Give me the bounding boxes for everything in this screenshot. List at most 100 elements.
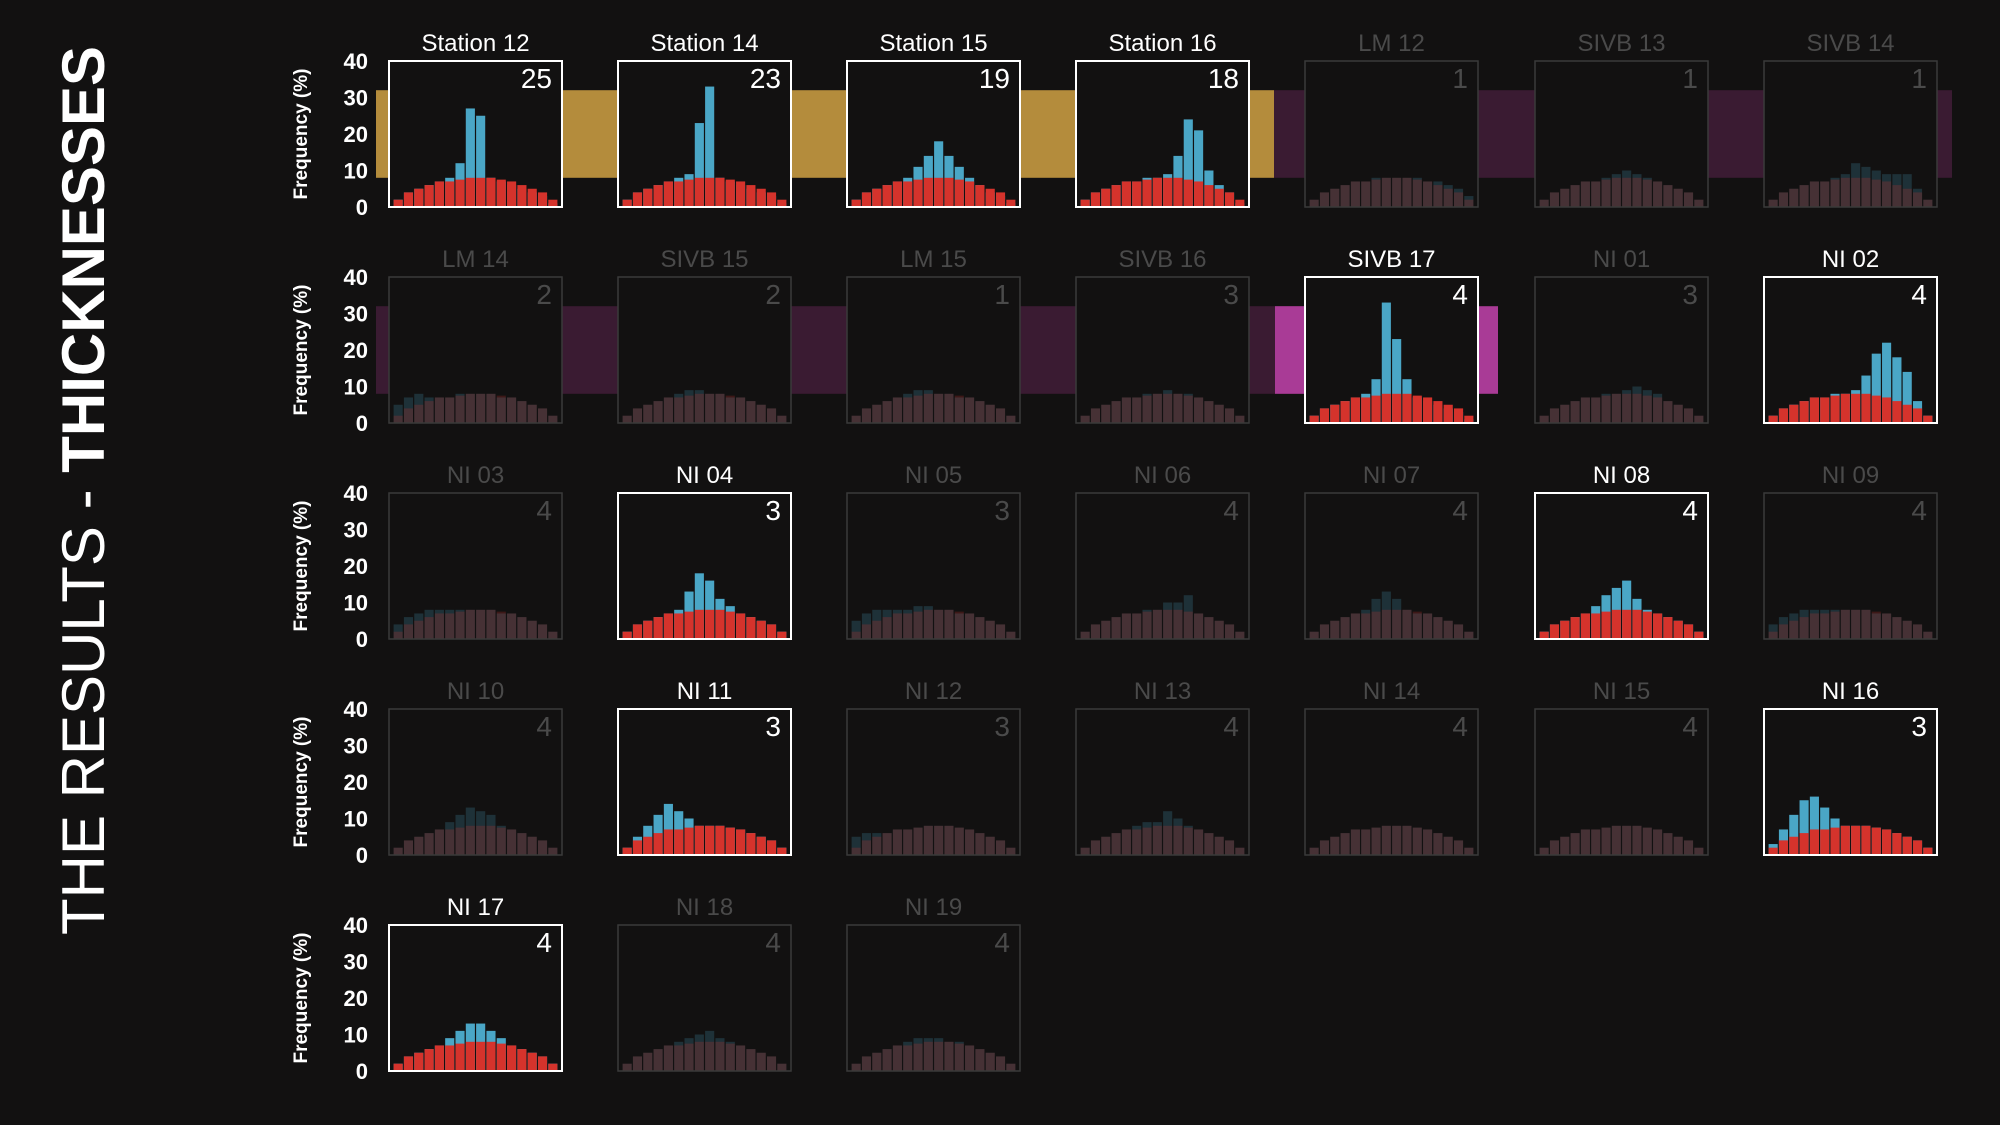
bar-blue — [756, 404, 766, 423]
bar-red — [756, 836, 766, 855]
panel-background — [1764, 493, 1937, 639]
bar-red — [1923, 415, 1933, 423]
bar-blue — [1560, 404, 1570, 423]
bar-red — [1101, 404, 1111, 423]
bar-blue — [1443, 185, 1453, 207]
bar-blue — [1340, 833, 1350, 855]
y-axis-label: Frequency (%) — [291, 501, 312, 632]
bar-red — [663, 397, 673, 423]
bar-red — [1560, 620, 1570, 639]
bar-blue — [1673, 404, 1683, 423]
bar-blue — [1799, 800, 1809, 855]
bar-red — [1570, 185, 1580, 207]
bar-blue — [1371, 177, 1381, 207]
bar-blue — [1183, 119, 1193, 207]
panel-title: NI 10 — [447, 678, 504, 705]
bar-blue — [1330, 620, 1340, 639]
bar-blue — [1214, 404, 1224, 423]
bar-red — [1642, 827, 1652, 855]
bar-red — [1319, 840, 1330, 855]
bar-red — [1683, 408, 1694, 423]
bar-red — [985, 404, 995, 423]
panel-frame — [1763, 60, 1938, 208]
bar-red — [1809, 613, 1819, 639]
bar-blue — [934, 141, 944, 207]
histogram-panel: SIVB 15 2 — [617, 246, 792, 424]
bar-blue — [1570, 401, 1580, 423]
bar-red — [1402, 393, 1412, 423]
bar-red — [1902, 404, 1912, 423]
bar-red — [1768, 631, 1778, 639]
bar-blue — [1871, 613, 1881, 639]
histogram-panel: NI 18 4 — [617, 894, 792, 1072]
bar-blue — [985, 1052, 995, 1071]
bar-red — [1820, 829, 1830, 855]
bar-blue — [1381, 302, 1391, 423]
panel-count: 3 — [994, 711, 1010, 742]
bar-blue — [694, 1034, 704, 1071]
bar-blue — [1309, 631, 1319, 639]
bar-blue — [882, 401, 892, 423]
histogram-panel: LM 12 1 — [1304, 30, 1479, 208]
bar-blue — [923, 390, 933, 423]
y-axis-label: Frequency (%) — [291, 933, 312, 1064]
bar-red — [414, 1052, 424, 1071]
bar-blue — [985, 836, 995, 855]
bar-red — [903, 829, 913, 855]
bar-red — [1224, 840, 1235, 855]
bar-red — [756, 1052, 766, 1071]
bar-blue — [934, 1038, 944, 1071]
panel-frame — [1534, 276, 1709, 424]
panel-title: LM 14 — [442, 246, 509, 273]
bar-red — [756, 404, 766, 423]
bar-red — [1591, 181, 1601, 207]
bar-red — [1101, 188, 1111, 207]
bar-blue — [1840, 174, 1850, 207]
chart-row: Frequency (%) 0 10 20 30 40 NI 10 4 NI 11 3 NI 12 3… — [291, 678, 1938, 868]
bar-blue — [995, 840, 1006, 855]
bar-red — [851, 631, 861, 639]
bar-blue — [736, 397, 746, 423]
bar-red — [1683, 840, 1694, 855]
bar-red — [1121, 181, 1131, 207]
bar-blue — [1214, 620, 1224, 639]
bar-red — [537, 1056, 548, 1071]
bar-red — [995, 408, 1006, 423]
bar-red — [1694, 631, 1704, 639]
bar-red — [1663, 185, 1673, 207]
bar-red — [766, 192, 777, 207]
bar-blue — [1778, 617, 1789, 639]
bar-red — [527, 404, 537, 423]
bar-red — [663, 1045, 673, 1071]
bar-blue — [851, 620, 861, 639]
bar-red — [1361, 397, 1371, 423]
bar-blue — [1851, 609, 1861, 639]
bar-red — [913, 395, 923, 423]
bar-blue — [1622, 390, 1632, 423]
bar-red — [923, 1041, 933, 1071]
bar-blue — [1132, 613, 1142, 639]
panel-count: 19 — [979, 63, 1010, 94]
bar-blue — [403, 397, 414, 423]
bar-blue — [1549, 192, 1560, 207]
bar-red — [944, 1041, 954, 1071]
bar-red — [736, 397, 746, 423]
bar-red — [1423, 397, 1433, 423]
bar-blue — [663, 397, 673, 423]
panel-title: NI 16 — [1822, 678, 1879, 705]
bar-blue — [1570, 185, 1580, 207]
bar-red — [1799, 617, 1809, 639]
bar-blue — [1789, 613, 1799, 639]
panel-frame — [388, 60, 563, 208]
y-tick-label: 0 — [356, 411, 368, 436]
bar-blue — [1173, 818, 1183, 855]
bar-blue — [1653, 393, 1663, 423]
bar-blue — [486, 393, 496, 423]
bar-blue — [476, 115, 486, 207]
bar-blue — [1381, 177, 1391, 207]
bar-red — [393, 199, 403, 207]
bar-red — [1183, 827, 1193, 855]
histogram-panel: Station 16 18 — [1075, 30, 1250, 208]
bar-red — [1622, 825, 1632, 855]
bar-red — [944, 825, 954, 855]
